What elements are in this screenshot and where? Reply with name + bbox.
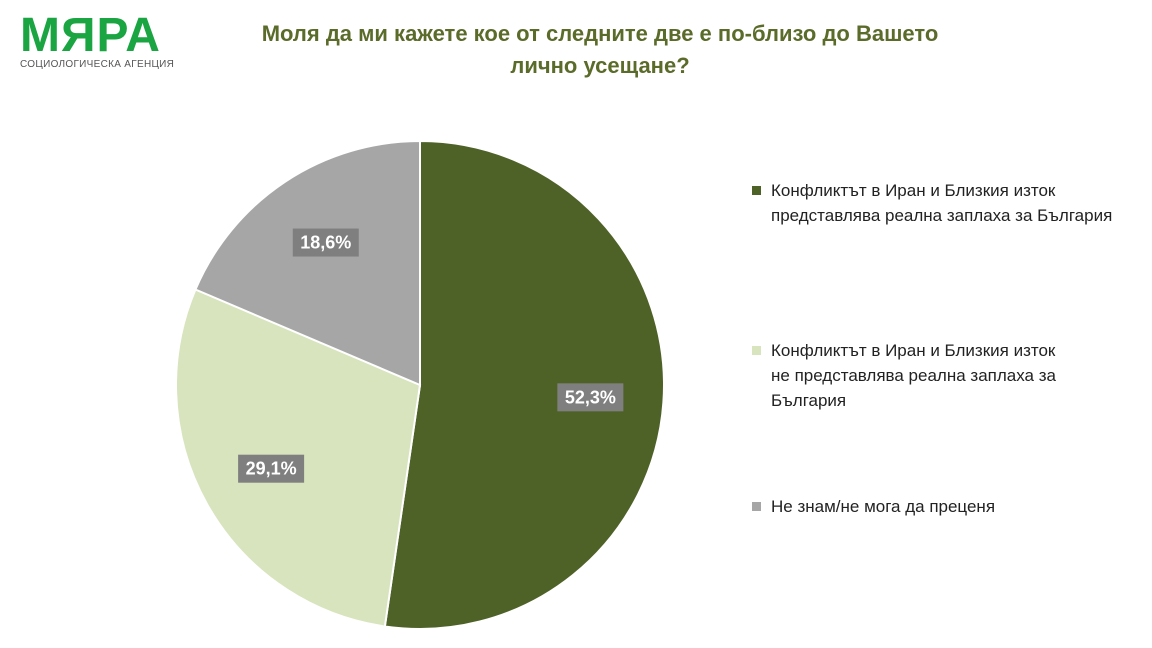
- legend-label-line: Конфликтът в Иран и Близкия изток: [771, 181, 1056, 200]
- pie-data-label-3: 18,6%: [292, 228, 359, 257]
- legend-label-line: Конфликтът в Иран и Близкия изток: [771, 341, 1056, 360]
- pie-data-label-2: 29,1%: [238, 454, 305, 483]
- logo-word: МЯРА: [20, 9, 161, 62]
- legend-label: Конфликтът в Иран и Близкия изток предста…: [771, 178, 1112, 228]
- legend-item-1: Конфликтът в Иран и Близкия изток предста…: [752, 178, 1112, 228]
- legend-label: Не знам/не мога да преценя: [771, 494, 995, 519]
- legend-label-line: не представлява реална заплаха за: [771, 366, 1056, 385]
- data-label-value: 18,6%: [300, 233, 351, 253]
- legend-swatch: [752, 186, 761, 195]
- legend-swatch: [752, 502, 761, 511]
- data-label-value: 29,1%: [246, 459, 297, 479]
- pie-slice-3: [194, 139, 421, 387]
- data-label-box: [292, 228, 359, 257]
- data-label-value: 52,3%: [565, 387, 616, 407]
- logo: МЯРА СОЦИОЛОГИЧЕСКА АГЕНЦИЯ: [20, 9, 180, 71]
- data-label-box: [238, 454, 305, 483]
- logo-subtitle: СОЦИОЛОГИЧЕСКА АГЕНЦИЯ: [20, 59, 175, 70]
- data-label-box: [557, 383, 624, 412]
- chart-title-line-1: Моля да ми кажете кое от следните две е …: [261, 21, 939, 46]
- legend-item-3: Не знам/не мога да преценя: [752, 494, 995, 519]
- legend-label-line: България: [771, 391, 847, 410]
- legend-item-2: Конфликтът в Иран и Близкия изток не пред…: [752, 338, 1056, 413]
- chart-title: Моля да ми кажете кое от следните две е …: [200, 18, 1000, 82]
- pie-slice-1: [383, 139, 665, 630]
- chart-title-line-2: лично усещане?: [510, 53, 690, 78]
- pie-data-label-1: 52,3%: [557, 383, 624, 412]
- legend-swatch: [752, 346, 761, 355]
- legend-label-line: Не знам/не мога да преценя: [771, 497, 996, 516]
- legend-label-line: представлява реална заплаха за България: [771, 206, 1113, 225]
- legend-label: Конфликтът в Иран и Близкия изток не пред…: [771, 338, 1056, 413]
